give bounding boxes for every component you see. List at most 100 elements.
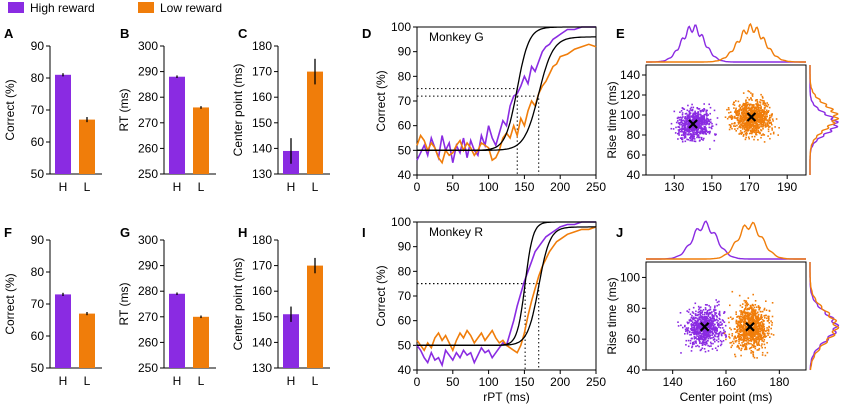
J-point [735, 311, 737, 313]
J-point [744, 325, 746, 327]
E-point [765, 125, 768, 127]
E-point [697, 127, 700, 129]
J-point [761, 316, 763, 319]
J-point [717, 336, 719, 338]
E-point [756, 126, 758, 129]
E-point [727, 107, 730, 109]
E-point [760, 111, 763, 114]
J-xtick-label: 160 [716, 375, 736, 389]
J-point [724, 330, 726, 333]
J-point [757, 311, 759, 314]
E-point [699, 125, 702, 127]
E-point [752, 121, 754, 123]
E-point [755, 107, 757, 110]
J-point [746, 338, 748, 341]
J-point [770, 333, 773, 335]
E-point [705, 113, 707, 116]
E-point [750, 92, 752, 94]
D-xtick-label: 100 [479, 180, 499, 194]
E-point [693, 138, 696, 140]
E-point [762, 133, 764, 135]
E-point [690, 133, 692, 136]
E-point [743, 117, 746, 120]
E-point [729, 124, 732, 127]
J-point [686, 332, 689, 335]
J-point [685, 344, 687, 346]
E-point [705, 111, 707, 113]
J-point [684, 328, 687, 331]
E-point [692, 114, 694, 116]
E-point [749, 104, 751, 107]
J-point [748, 347, 751, 350]
J-point [702, 331, 705, 333]
E-point [700, 118, 703, 121]
J-point [687, 327, 690, 329]
J-point [740, 313, 742, 316]
E-point [699, 139, 701, 142]
E-point [755, 126, 758, 129]
E-point [740, 119, 743, 121]
E-point [704, 119, 707, 121]
D-ytick-label: 90 [398, 45, 412, 59]
J-point [709, 332, 712, 334]
J-point [742, 303, 744, 305]
E-point [746, 111, 748, 114]
E-point [743, 127, 746, 130]
E-point [764, 115, 767, 117]
J-point [693, 336, 696, 338]
J-point [748, 308, 750, 311]
E-point [749, 125, 751, 128]
J-point [747, 342, 750, 345]
E-point [687, 117, 689, 119]
E-point [702, 130, 705, 133]
J-point [744, 320, 747, 322]
E-point [681, 137, 683, 139]
E-point [683, 130, 686, 133]
J-point [749, 347, 752, 349]
E-point [762, 125, 764, 127]
J-top-marginal [646, 221, 806, 260]
J-point [761, 322, 764, 324]
J-point [741, 342, 743, 344]
J-point [753, 329, 756, 331]
J-point [704, 319, 706, 321]
E-point [762, 97, 764, 99]
C-category-label: L [312, 180, 319, 194]
E-point [687, 127, 689, 130]
E-point [769, 116, 771, 119]
J-point [689, 331, 691, 334]
E-point [690, 115, 693, 118]
J-point [722, 331, 725, 334]
J-point [742, 329, 744, 331]
E-point [748, 137, 750, 140]
E-point [750, 123, 752, 126]
J-point [694, 341, 697, 343]
J-point [705, 338, 707, 340]
J-point [753, 356, 756, 359]
E-point [745, 130, 747, 132]
J-point [738, 327, 741, 330]
J-point [753, 319, 756, 321]
J-point [742, 338, 744, 341]
J-ytick-label: 40 [627, 363, 641, 377]
J-point [740, 321, 743, 323]
J-point [744, 343, 746, 345]
J-point [700, 327, 702, 330]
I-ylabel: Correct (%) [374, 265, 388, 326]
J-point [740, 318, 743, 320]
E-point [731, 122, 733, 125]
J-point [715, 299, 717, 301]
J-point [703, 348, 706, 350]
E-point [684, 140, 687, 143]
E-point [694, 140, 697, 143]
J-point [753, 325, 755, 328]
J-point [707, 333, 709, 336]
J-point [716, 301, 719, 304]
E-point [742, 135, 745, 137]
E-point [745, 131, 748, 134]
E-point [739, 126, 742, 129]
E-point [762, 109, 764, 111]
E-point [680, 124, 683, 126]
J-point [693, 318, 695, 320]
